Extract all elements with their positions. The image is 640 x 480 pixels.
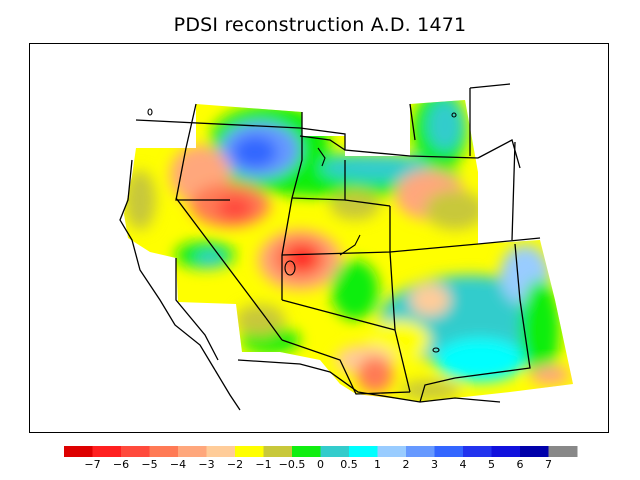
legend-label: 3 xyxy=(431,458,438,471)
legend-swatch xyxy=(263,446,293,457)
legend-label: −2 xyxy=(226,458,244,471)
legend-swatch xyxy=(406,446,435,457)
color-legend xyxy=(64,446,578,457)
legend-label: −3 xyxy=(198,458,215,471)
legend-label: 0.5 xyxy=(340,458,358,471)
legend-label: −1 xyxy=(255,458,272,471)
legend-swatch xyxy=(292,446,321,457)
legend-label: 4 xyxy=(459,458,467,471)
legend-swatch xyxy=(206,446,236,457)
state-boundaries xyxy=(119,83,541,411)
legend-swatch xyxy=(377,446,407,457)
legend-label: 1 xyxy=(374,458,381,471)
legend-swatch xyxy=(548,446,578,457)
legend-label: −5 xyxy=(141,458,158,471)
legend-swatch xyxy=(178,446,207,457)
legend-swatch xyxy=(349,446,378,457)
legend-label: −0.5 xyxy=(278,458,306,471)
legend-swatch xyxy=(320,446,350,457)
legend-swatch xyxy=(64,446,93,457)
legend-label: −7 xyxy=(84,458,101,471)
legend-label: 2 xyxy=(402,458,410,471)
legend-swatch xyxy=(520,446,549,457)
legend-label: −4 xyxy=(169,458,187,471)
legend-swatch xyxy=(235,446,264,457)
legend-swatch xyxy=(149,446,179,457)
legend-label: 7 xyxy=(545,458,552,471)
legend-label: 5 xyxy=(488,458,495,471)
legend-swatch xyxy=(463,446,492,457)
legend-swatch xyxy=(92,446,122,457)
map-frame xyxy=(29,43,609,433)
legend-swatch xyxy=(121,446,150,457)
legend-swatch xyxy=(491,446,521,457)
legend-label: 6 xyxy=(516,458,524,471)
legend-label: −6 xyxy=(112,458,130,471)
map-title: PDSI reconstruction A.D. 1471 xyxy=(173,14,467,36)
legend-swatch xyxy=(434,446,464,457)
legend-label: 0 xyxy=(317,458,324,471)
lakes xyxy=(147,108,457,353)
